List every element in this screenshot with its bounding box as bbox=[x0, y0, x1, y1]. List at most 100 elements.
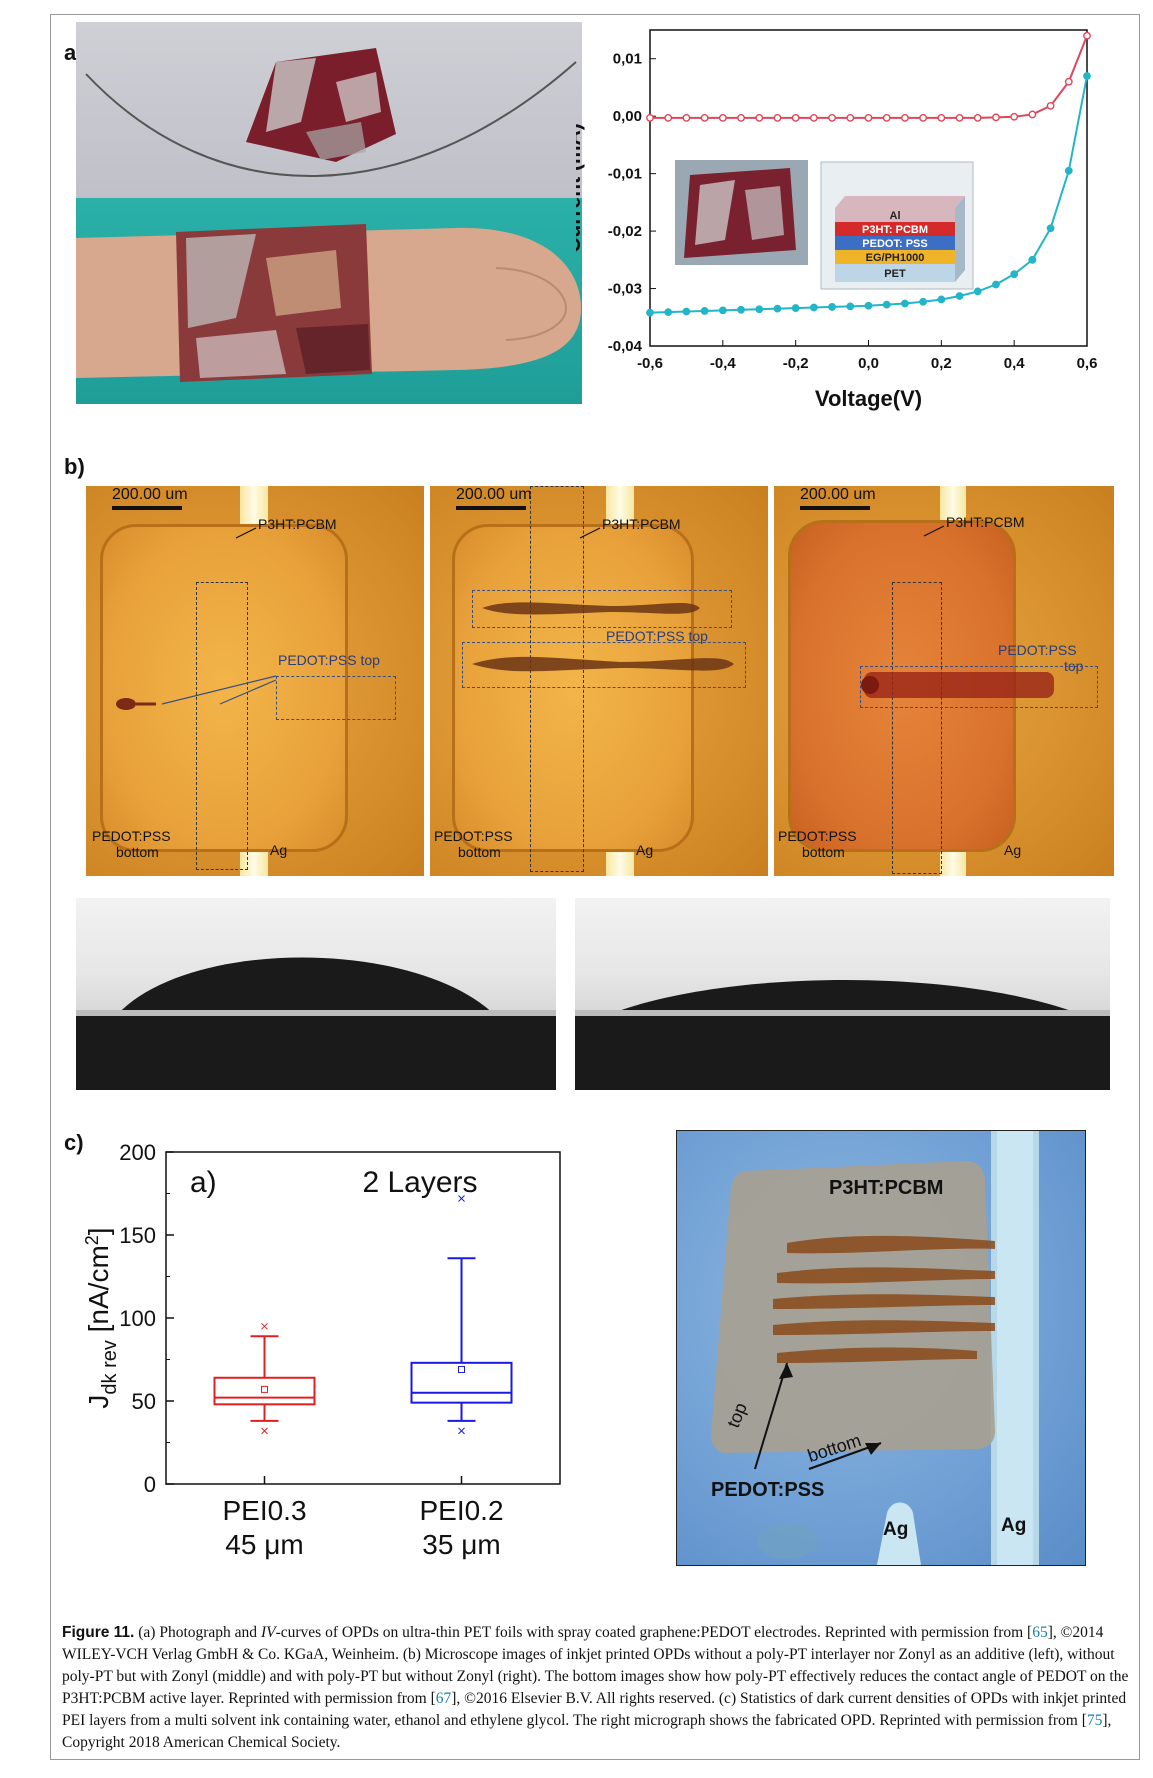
label-pedot-pss: PEDOT:PSS bbox=[711, 1479, 825, 1501]
iv-series-0-point bbox=[664, 114, 673, 122]
iv-series-0-line bbox=[650, 35, 1088, 119]
iv-series-0-point bbox=[901, 114, 909, 122]
iv-series-1-point bbox=[737, 305, 745, 314]
box-inner-label: a) bbox=[190, 1166, 217, 1199]
label-ag: Ag bbox=[270, 842, 288, 858]
iv-x-axis-label: Voltage(V) bbox=[815, 386, 922, 411]
iv-series-0-point bbox=[809, 114, 818, 122]
iv-y-tick-label: -0,02 bbox=[608, 223, 642, 240]
iv-series-1-point bbox=[809, 303, 818, 312]
iv-series-0-point bbox=[828, 114, 836, 122]
box-y-tick-label: 200 bbox=[119, 1140, 156, 1165]
iv-series-0-point bbox=[846, 114, 855, 122]
iv-series-1-point bbox=[1083, 72, 1091, 80]
iv-y-tick-label: -0,01 bbox=[608, 166, 642, 183]
iv-series-0-point bbox=[864, 114, 873, 122]
micrograph-left: 200.00 um P3HT:PCBM PEDOT:PSS top PEDOT:… bbox=[86, 486, 424, 876]
iv-series-0-point bbox=[1046, 101, 1055, 110]
label-ag-1: Ag bbox=[883, 1519, 909, 1540]
label-ag: Ag bbox=[636, 842, 654, 858]
iv-series-1-point bbox=[1028, 255, 1037, 264]
iv-y-tick-label: -0,04 bbox=[608, 338, 643, 355]
iv-x-tick-label: -0,6 bbox=[637, 355, 663, 372]
iv-series-1-point bbox=[973, 287, 982, 296]
iv-series-1-point bbox=[828, 303, 836, 311]
label-p3ht-pcbm: P3HT:PCBM bbox=[946, 514, 1025, 530]
opd-micrograph: P3HT:PCBM top bottom PEDOT:PSS Ag Ag bbox=[676, 1130, 1086, 1566]
box-y-tick-label: 0 bbox=[144, 1472, 156, 1497]
figure-frame bbox=[50, 14, 1140, 1760]
micrograph-middle: 200.00 um P3HT:PCBM PEDOT:PSS top PEDOT:… bbox=[430, 486, 768, 876]
box-mean-marker bbox=[458, 1365, 465, 1373]
caption-ref-67[interactable]: 67 bbox=[435, 1690, 452, 1707]
iv-series-1-point bbox=[646, 308, 654, 317]
iv-y-tick-label: 0,01 bbox=[613, 51, 642, 68]
iv-series-1-point bbox=[755, 305, 764, 314]
label-p3ht-pcbm: P3HT:PCBM bbox=[829, 1177, 944, 1199]
iv-series-1-point bbox=[955, 292, 964, 300]
iv-series-1-point bbox=[864, 301, 873, 310]
box-category-sublabel: 45 μm bbox=[225, 1529, 303, 1560]
scale-bar-label: 200.00 um bbox=[456, 486, 532, 503]
iv-series-1-point bbox=[682, 307, 691, 316]
label-p3ht-pcbm: P3HT:PCBM bbox=[602, 516, 681, 532]
iv-series-0-point bbox=[955, 114, 964, 122]
caption-ref-75[interactable]: 75 bbox=[1086, 1712, 1103, 1729]
iv-series-0-point bbox=[682, 114, 691, 122]
box-y-axis-label: Jdk rev [nA/cm2] bbox=[82, 1227, 121, 1408]
label-pedot-bottom-1: PEDOT:PSS bbox=[778, 828, 857, 844]
label-pedot-bottom-2: bottom bbox=[458, 844, 501, 860]
label-pedot-top-1: PEDOT:PSS bbox=[998, 642, 1077, 658]
label-pedot-bottom-1: PEDOT:PSS bbox=[92, 828, 171, 844]
label-pedot-bottom-1: PEDOT:PSS bbox=[434, 828, 513, 844]
iv-series-1-point bbox=[919, 297, 928, 306]
device-stack-diagram: Al P3HT: PCBM PEDOT: PSS EG/PH1000 PET bbox=[820, 161, 974, 290]
caption-text-5: ], Copyright 2018 American Chemical Soci… bbox=[62, 1712, 1112, 1751]
iv-series-1-point bbox=[846, 302, 855, 311]
box-plot-frame bbox=[165, 1151, 561, 1485]
box-mean-marker bbox=[261, 1385, 268, 1393]
panel-label-c: c) bbox=[64, 1130, 84, 1155]
box-category-sublabel: 35 μm bbox=[422, 1529, 500, 1560]
caption-text-1: (a) Photograph and bbox=[134, 1624, 261, 1641]
photo-foil-on-wire bbox=[76, 22, 582, 198]
caption-text-2: -curves of OPDs on ultra-thin PET foils … bbox=[275, 1624, 1033, 1641]
box-outlier bbox=[458, 1195, 465, 1202]
label-pedot-top-2: top bbox=[1064, 658, 1084, 674]
iv-x-tick-label: 0,6 bbox=[1077, 355, 1098, 372]
box-outlier bbox=[458, 1427, 465, 1435]
iv-series-0-point bbox=[1028, 110, 1037, 119]
box-y-tick-label: 50 bbox=[132, 1389, 156, 1414]
stack-layer-al: Al bbox=[890, 210, 901, 222]
iv-x-tick-label: 0,0 bbox=[858, 355, 879, 372]
stack-layer-pedot: PEDOT: PSS bbox=[862, 238, 927, 250]
caption-text-3: ], ©2014 WILEY-VCH Verlag GmbH & Co. KGa… bbox=[62, 1624, 1129, 1707]
box-outlier bbox=[261, 1427, 268, 1435]
stack-layer-pet: PET bbox=[884, 268, 906, 280]
iv-series-0-point bbox=[737, 114, 745, 122]
iv-series-1-point bbox=[700, 307, 709, 315]
iv-series-1-point bbox=[937, 295, 946, 304]
iv-curve-chart: -0,6 -0,4 -0,2 0,0 0,2 0,4 0,6 0,01 0,00 -0,01 -0,… bbox=[576, 29, 1098, 411]
iv-series-0-point bbox=[700, 114, 709, 122]
panel-label-b: b) bbox=[64, 454, 85, 479]
box-category-label: PEI0.2 bbox=[419, 1495, 503, 1526]
caption-iv: IV bbox=[260, 1624, 276, 1641]
iv-series-1-point bbox=[882, 300, 891, 309]
contact-angle-image-left bbox=[76, 898, 556, 1090]
dark-current-box-chart: 0 50 100 150 200 a) 2 Layers Jdk rev [nA/cm2] P… bbox=[82, 1140, 561, 1560]
caption-ref-65[interactable]: 65 bbox=[1032, 1624, 1048, 1641]
iv-series-0-point bbox=[755, 114, 764, 122]
box-y-tick-label: 150 bbox=[119, 1223, 156, 1248]
label-p3ht-pcbm: P3HT:PCBM bbox=[258, 516, 337, 532]
iv-series-1-point bbox=[992, 280, 1000, 289]
iv-inset-photo bbox=[675, 160, 808, 265]
label-pedot-top: PEDOT:PSS top bbox=[278, 652, 380, 668]
box-category-label: PEI0.3 bbox=[222, 1495, 306, 1526]
box-title: 2 Layers bbox=[362, 1166, 477, 1199]
iv-series-0-point bbox=[718, 114, 727, 122]
box-iqr bbox=[410, 1361, 513, 1404]
iv-series-0-point bbox=[1083, 31, 1091, 40]
box-y-tick-label: 100 bbox=[119, 1306, 156, 1331]
iv-series-1-point bbox=[718, 306, 727, 315]
